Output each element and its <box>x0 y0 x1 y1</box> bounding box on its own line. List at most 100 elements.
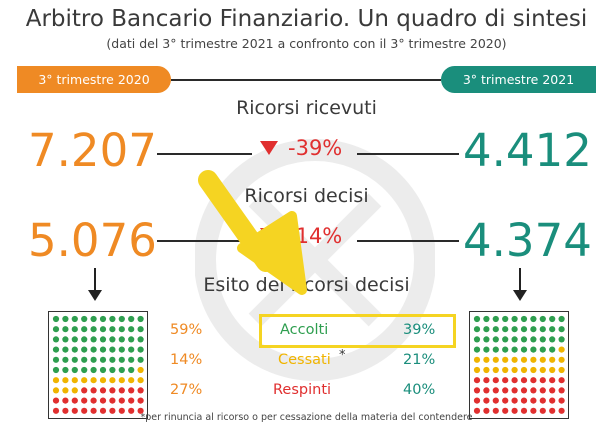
grid-dot <box>81 326 88 333</box>
grid-dot <box>81 366 88 374</box>
grid-dot <box>520 336 528 343</box>
grid-dot <box>118 387 125 394</box>
grid-dot <box>502 336 509 343</box>
grid-dot <box>137 377 144 384</box>
grid-dot <box>492 387 499 394</box>
grid-dot <box>109 315 116 323</box>
grid-dot <box>52 366 60 374</box>
grid-dot <box>520 326 528 333</box>
grid-dot <box>109 407 116 414</box>
grid-dot <box>511 377 518 384</box>
grid-dot <box>52 387 60 394</box>
grid-dot <box>539 326 546 333</box>
grid-dot <box>492 315 499 323</box>
grid-dot <box>109 366 116 374</box>
grid-dot <box>81 346 88 353</box>
grid-dot <box>52 356 60 363</box>
grid-dot <box>128 397 135 404</box>
grid-dot <box>473 397 481 404</box>
grid-dot <box>483 346 490 353</box>
ricorsi-ricevuti-label: Ricorsi ricevuti <box>236 97 377 119</box>
decisi-2020-value: 5.076 <box>28 214 157 267</box>
grid-dot <box>511 397 518 404</box>
grid-dot <box>118 315 125 323</box>
grid-dot <box>118 377 125 384</box>
grid-dot <box>62 407 69 414</box>
grid-dot <box>62 397 69 404</box>
grid-dot <box>109 397 116 404</box>
grid-dot <box>473 315 481 323</box>
grid-dot <box>62 346 69 353</box>
grid-dot <box>558 326 565 333</box>
grid-dot <box>52 377 60 384</box>
grid-dot <box>558 336 565 343</box>
grid-dot <box>71 315 78 323</box>
grid-dot <box>128 326 135 333</box>
cessati-2021-pct: 21% <box>403 352 436 368</box>
decisi-left-line <box>157 240 252 242</box>
grid-dot <box>52 346 60 353</box>
grid-dot <box>511 336 518 343</box>
grid-dot <box>539 366 546 374</box>
ricevuti-2020-value: 7.207 <box>28 124 157 177</box>
grid-dot <box>71 346 78 353</box>
grid-dot <box>81 397 88 404</box>
grid-dot <box>511 387 518 394</box>
respinti-2021-pct: 40% <box>403 382 436 398</box>
grid-dot <box>52 397 60 404</box>
grid-dot <box>549 377 556 384</box>
grid-dot <box>549 336 556 343</box>
grid-dot <box>530 346 537 353</box>
grid-dot <box>511 326 518 333</box>
background-watermark <box>195 139 435 381</box>
grid-dot <box>549 326 556 333</box>
grid-dot <box>99 407 107 414</box>
grid-dot <box>558 387 565 394</box>
left-arrow-shaft <box>94 268 96 292</box>
grid-dot <box>71 377 78 384</box>
grid-dot <box>511 346 518 353</box>
grid-dot <box>483 356 490 363</box>
grid-dot <box>520 397 528 404</box>
grid-dot <box>137 407 144 414</box>
grid-dot <box>90 397 97 404</box>
grid-dot <box>71 356 78 363</box>
grid-dot <box>137 315 144 323</box>
grid-dot <box>99 397 107 404</box>
grid-dot <box>81 377 88 384</box>
grid-dot <box>99 326 107 333</box>
grid-dot <box>99 387 107 394</box>
ricorsi-decisi-label: Ricorsi decisi <box>244 185 369 207</box>
period-divider-line <box>171 79 441 81</box>
grid-dot <box>137 326 144 333</box>
grid-dot <box>52 326 60 333</box>
grid-dot <box>52 315 60 323</box>
grid-dot <box>483 387 490 394</box>
grid-dot <box>549 407 556 414</box>
grid-dot <box>530 377 537 384</box>
grid-dot <box>118 407 125 414</box>
grid-dot <box>511 315 518 323</box>
grid-dot <box>549 366 556 374</box>
grid-dot <box>492 346 499 353</box>
page-subtitle: (dati del 3° trimestre 2021 a confronto … <box>106 36 507 51</box>
grid-dot <box>71 387 78 394</box>
grid-dot <box>511 356 518 363</box>
grid-dot <box>558 366 565 374</box>
grid-dot <box>62 366 69 374</box>
grid-dot <box>502 407 509 414</box>
grid-dot <box>530 315 537 323</box>
cessati-2020-pct: 14% <box>170 352 203 368</box>
grid-dot <box>62 377 69 384</box>
yellow-arrow-icon <box>198 170 307 295</box>
grid-dot <box>520 387 528 394</box>
grid-dot <box>137 366 144 374</box>
grid-dot <box>492 366 499 374</box>
grid-dot <box>128 407 135 414</box>
grid-dot <box>502 366 509 374</box>
grid-dot <box>483 397 490 404</box>
grid-dot <box>90 336 97 343</box>
grid-dot <box>558 407 565 414</box>
grid-dot <box>473 387 481 394</box>
grid-dot <box>128 366 135 374</box>
